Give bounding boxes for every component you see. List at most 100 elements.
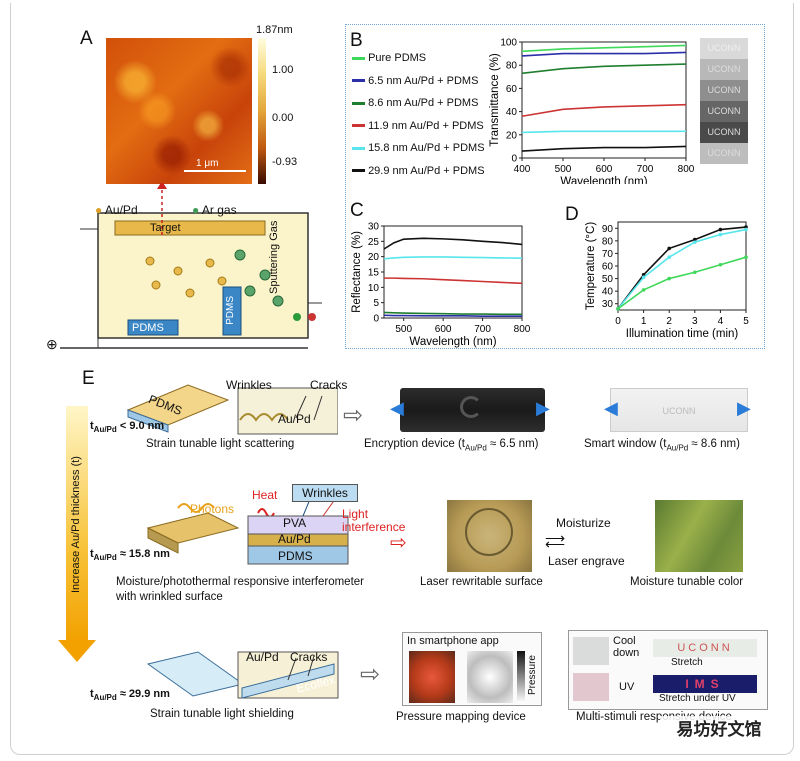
chart-c-x-axis-label: Wavelength (nm) xyxy=(409,336,496,348)
row2-light-interference: Light interference xyxy=(342,507,406,534)
chart-c-series-line-1 xyxy=(383,256,523,260)
row3-arrow: ⇨ xyxy=(360,661,381,688)
chart-d-series-0-point xyxy=(693,237,697,242)
chart-d-series-1-point xyxy=(718,232,723,237)
chart-c-y-tick-label: 20 xyxy=(368,252,380,263)
chart-d-series-line-0 xyxy=(617,226,747,310)
chart-c-x-tick-label: 500 xyxy=(395,324,412,335)
chart-d-series-2-point xyxy=(718,262,723,267)
chart-b-y-tick-label: 100 xyxy=(500,38,517,49)
chart-d-series-2-point xyxy=(616,306,620,311)
afm-colorbar xyxy=(258,38,266,184)
chart-b-y-tick-label: 0 xyxy=(511,154,517,165)
chart-d-series-0-point xyxy=(718,227,723,232)
chart-d-y-axis-label: Temperature (°C) xyxy=(585,222,597,310)
chart-c: 500 600 700 800 0 5 10 15 20 25 30 Wavelength (nm) R… xyxy=(351,222,531,349)
laser-caption: Laser rewritable surface xyxy=(420,576,543,588)
sputter-chamber xyxy=(60,183,322,349)
smart-window-caption: Smart window (tAu/Pd ≈ 8.6 nm) xyxy=(584,438,740,453)
swatch-pure: UCONN xyxy=(700,38,748,59)
chart-d-x-tick-label: 2 xyxy=(666,316,672,327)
row3-thickness: tAu/Pd ≈ 29.9 nm xyxy=(90,688,170,703)
chart-b-series-line-3 xyxy=(521,103,687,118)
panel-label-a: A xyxy=(80,28,93,49)
legend-aupd: ● Au/Pd xyxy=(95,203,138,217)
laser-seal-ring xyxy=(465,508,513,556)
chart-d-x-tick-label: 4 xyxy=(718,316,724,327)
chart-d-plot-frame xyxy=(617,221,747,311)
pdms-left-label: PDMS xyxy=(132,322,164,334)
pressure-axis-label: Pressure xyxy=(527,655,538,696)
chart-b-y-tick-label: 20 xyxy=(506,130,518,141)
panel-label-d: D xyxy=(565,204,579,225)
chart-b-series-line-1 xyxy=(521,51,687,57)
chart-c-series-line-2 xyxy=(384,277,523,285)
chart-b-y-tick-label: 40 xyxy=(506,107,518,118)
afm-scale-label: 1 μm xyxy=(196,158,219,169)
chart-d-series-0-point xyxy=(667,246,671,251)
chart-c-y-tick-label: 30 xyxy=(368,222,380,233)
target-label: Target xyxy=(150,222,181,234)
pdms-right-label: PDMS xyxy=(225,296,236,325)
chart-c-y-tick-label: 0 xyxy=(373,314,379,325)
thickness-arrow-label: Increase Au/Pd thickness (t) xyxy=(70,456,82,594)
chart-d-x-axis-label: Illumination time (min) xyxy=(626,328,739,340)
chart-d-y-tick-label: 50 xyxy=(602,274,614,285)
window-left-arrow: ◀ xyxy=(604,398,618,418)
row1-wrinkles: Wrinkles xyxy=(226,378,272,392)
chart-b-y-axis-label: Transmittance (%) xyxy=(489,53,501,147)
legend-ar: ● Ar gas xyxy=(192,203,237,217)
chart-d-series-2-point xyxy=(744,255,748,259)
encryption-c-mark xyxy=(460,396,482,418)
chart-d-y-tick-label: 30 xyxy=(602,299,614,310)
swatch-6-5: UCONN xyxy=(700,59,748,80)
pressure-colorbar xyxy=(517,651,525,703)
sputtering-gas-label: Sputtering Gas xyxy=(268,220,280,294)
chart-d-series-line-1 xyxy=(617,228,747,310)
chart-c-series-line-0 xyxy=(383,237,523,250)
moisturize-label: Moisturize xyxy=(556,516,611,530)
row1-caption: Strain tunable light scattering xyxy=(146,438,295,450)
afm-tick-2: 0.00 xyxy=(272,112,294,124)
encryption-caption: Encryption device (tAu/Pd ≈ 6.5 nm) xyxy=(364,438,539,453)
chart-c-series-line-3 xyxy=(383,311,522,316)
chart-d-y-tick-label: 90 xyxy=(602,224,614,235)
ms-stretch-uv-label: Stretch under UV xyxy=(659,693,736,704)
ms-uv-label: UV xyxy=(619,681,635,693)
chart-b: 400 500 600 700 800 0 20 40 60 80 100 Wavelength (n… xyxy=(489,38,695,185)
legend-item-pure-pdms: Pure PDMS xyxy=(352,52,502,75)
row1-arrow-1: ⇨ xyxy=(343,402,364,429)
swatch-11-9: UCONN xyxy=(700,101,748,122)
chart-b-plot-frame xyxy=(521,41,687,159)
panel-bcd-box xyxy=(345,24,765,349)
figure-frame xyxy=(10,3,794,755)
chart-d-y-tick-label: 70 xyxy=(602,249,614,260)
chart-b-x-axis-label: Wavelength (nm) xyxy=(560,176,647,184)
swatch-15-8: UCONN xyxy=(700,122,748,143)
row2-pdms: PDMS xyxy=(278,549,313,563)
chart-d-y-tick-label: 80 xyxy=(602,236,614,247)
panel-label-c: C xyxy=(350,200,364,221)
moisturize-arrow: ⟶ xyxy=(545,530,566,546)
chart-d-x-tick-label: 3 xyxy=(692,316,698,327)
multi-stimuli-frame: Cool down UV UCONN Stretch IMS Stretch un… xyxy=(568,630,768,710)
legend-item-8-6: 8.6 nm Au/Pd + PDMS xyxy=(352,97,502,120)
moisture-caption: Moisture tunable color xyxy=(630,576,744,588)
afm-tick-3: -0.93 xyxy=(272,156,298,168)
laser-surface-photo xyxy=(447,500,532,572)
legend-item-6-5: 6.5 nm Au/Pd + PDMS xyxy=(352,75,502,98)
chart-c-y-tick-label: 5 xyxy=(373,298,379,309)
chart-c-y-tick-label: 10 xyxy=(368,283,380,294)
swatch-8-6: UCONN xyxy=(700,80,748,101)
chart-b-x-tick-label: 700 xyxy=(637,164,654,175)
chart-d-x-tick-label: 0 xyxy=(615,316,621,327)
chart-b-series-line-4 xyxy=(521,130,686,134)
row1-thickness: tAu/Pd < 9.0 nm xyxy=(90,420,165,435)
ms-cool-down: Cool down xyxy=(613,635,640,659)
thickness-arrow-head xyxy=(58,640,96,662)
chart-c-x-tick-label: 600 xyxy=(435,324,452,335)
pressure-device-frame: In smartphone app Pressure xyxy=(402,632,542,706)
legend-item-29-9: 29.9 nm Au/Pd + PDMS xyxy=(352,165,502,188)
chart-c-x-tick-label: 700 xyxy=(474,324,491,335)
